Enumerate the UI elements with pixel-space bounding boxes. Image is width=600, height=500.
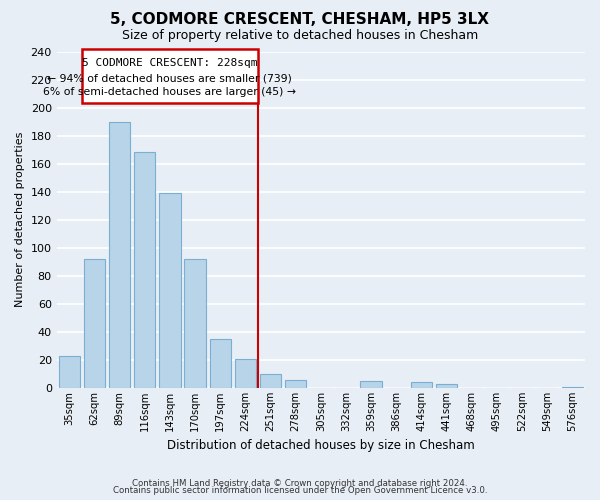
Text: ← 94% of detached houses are smaller (739): ← 94% of detached houses are smaller (73… bbox=[47, 73, 292, 83]
Bar bbox=[562, 386, 583, 388]
Text: Contains HM Land Registry data © Crown copyright and database right 2024.: Contains HM Land Registry data © Crown c… bbox=[132, 478, 468, 488]
Bar bbox=[260, 374, 281, 388]
Text: 5, CODMORE CRESCENT, CHESHAM, HP5 3LX: 5, CODMORE CRESCENT, CHESHAM, HP5 3LX bbox=[110, 12, 490, 28]
Bar bbox=[411, 382, 432, 388]
Text: 5 CODMORE CRESCENT: 228sqm: 5 CODMORE CRESCENT: 228sqm bbox=[82, 58, 257, 68]
Bar bbox=[361, 381, 382, 388]
X-axis label: Distribution of detached houses by size in Chesham: Distribution of detached houses by size … bbox=[167, 440, 475, 452]
FancyBboxPatch shape bbox=[82, 48, 258, 104]
Bar bbox=[159, 193, 181, 388]
Bar bbox=[436, 384, 457, 388]
Bar bbox=[235, 358, 256, 388]
Y-axis label: Number of detached properties: Number of detached properties bbox=[15, 132, 25, 308]
Text: 6% of semi-detached houses are larger (45) →: 6% of semi-detached houses are larger (4… bbox=[43, 87, 296, 97]
Bar bbox=[109, 122, 130, 388]
Text: Contains public sector information licensed under the Open Government Licence v3: Contains public sector information licen… bbox=[113, 486, 487, 495]
Bar bbox=[134, 152, 155, 388]
Bar bbox=[184, 259, 206, 388]
Text: Size of property relative to detached houses in Chesham: Size of property relative to detached ho… bbox=[122, 29, 478, 42]
Bar bbox=[84, 259, 105, 388]
Bar bbox=[285, 380, 307, 388]
Bar bbox=[59, 356, 80, 388]
Bar bbox=[209, 339, 231, 388]
